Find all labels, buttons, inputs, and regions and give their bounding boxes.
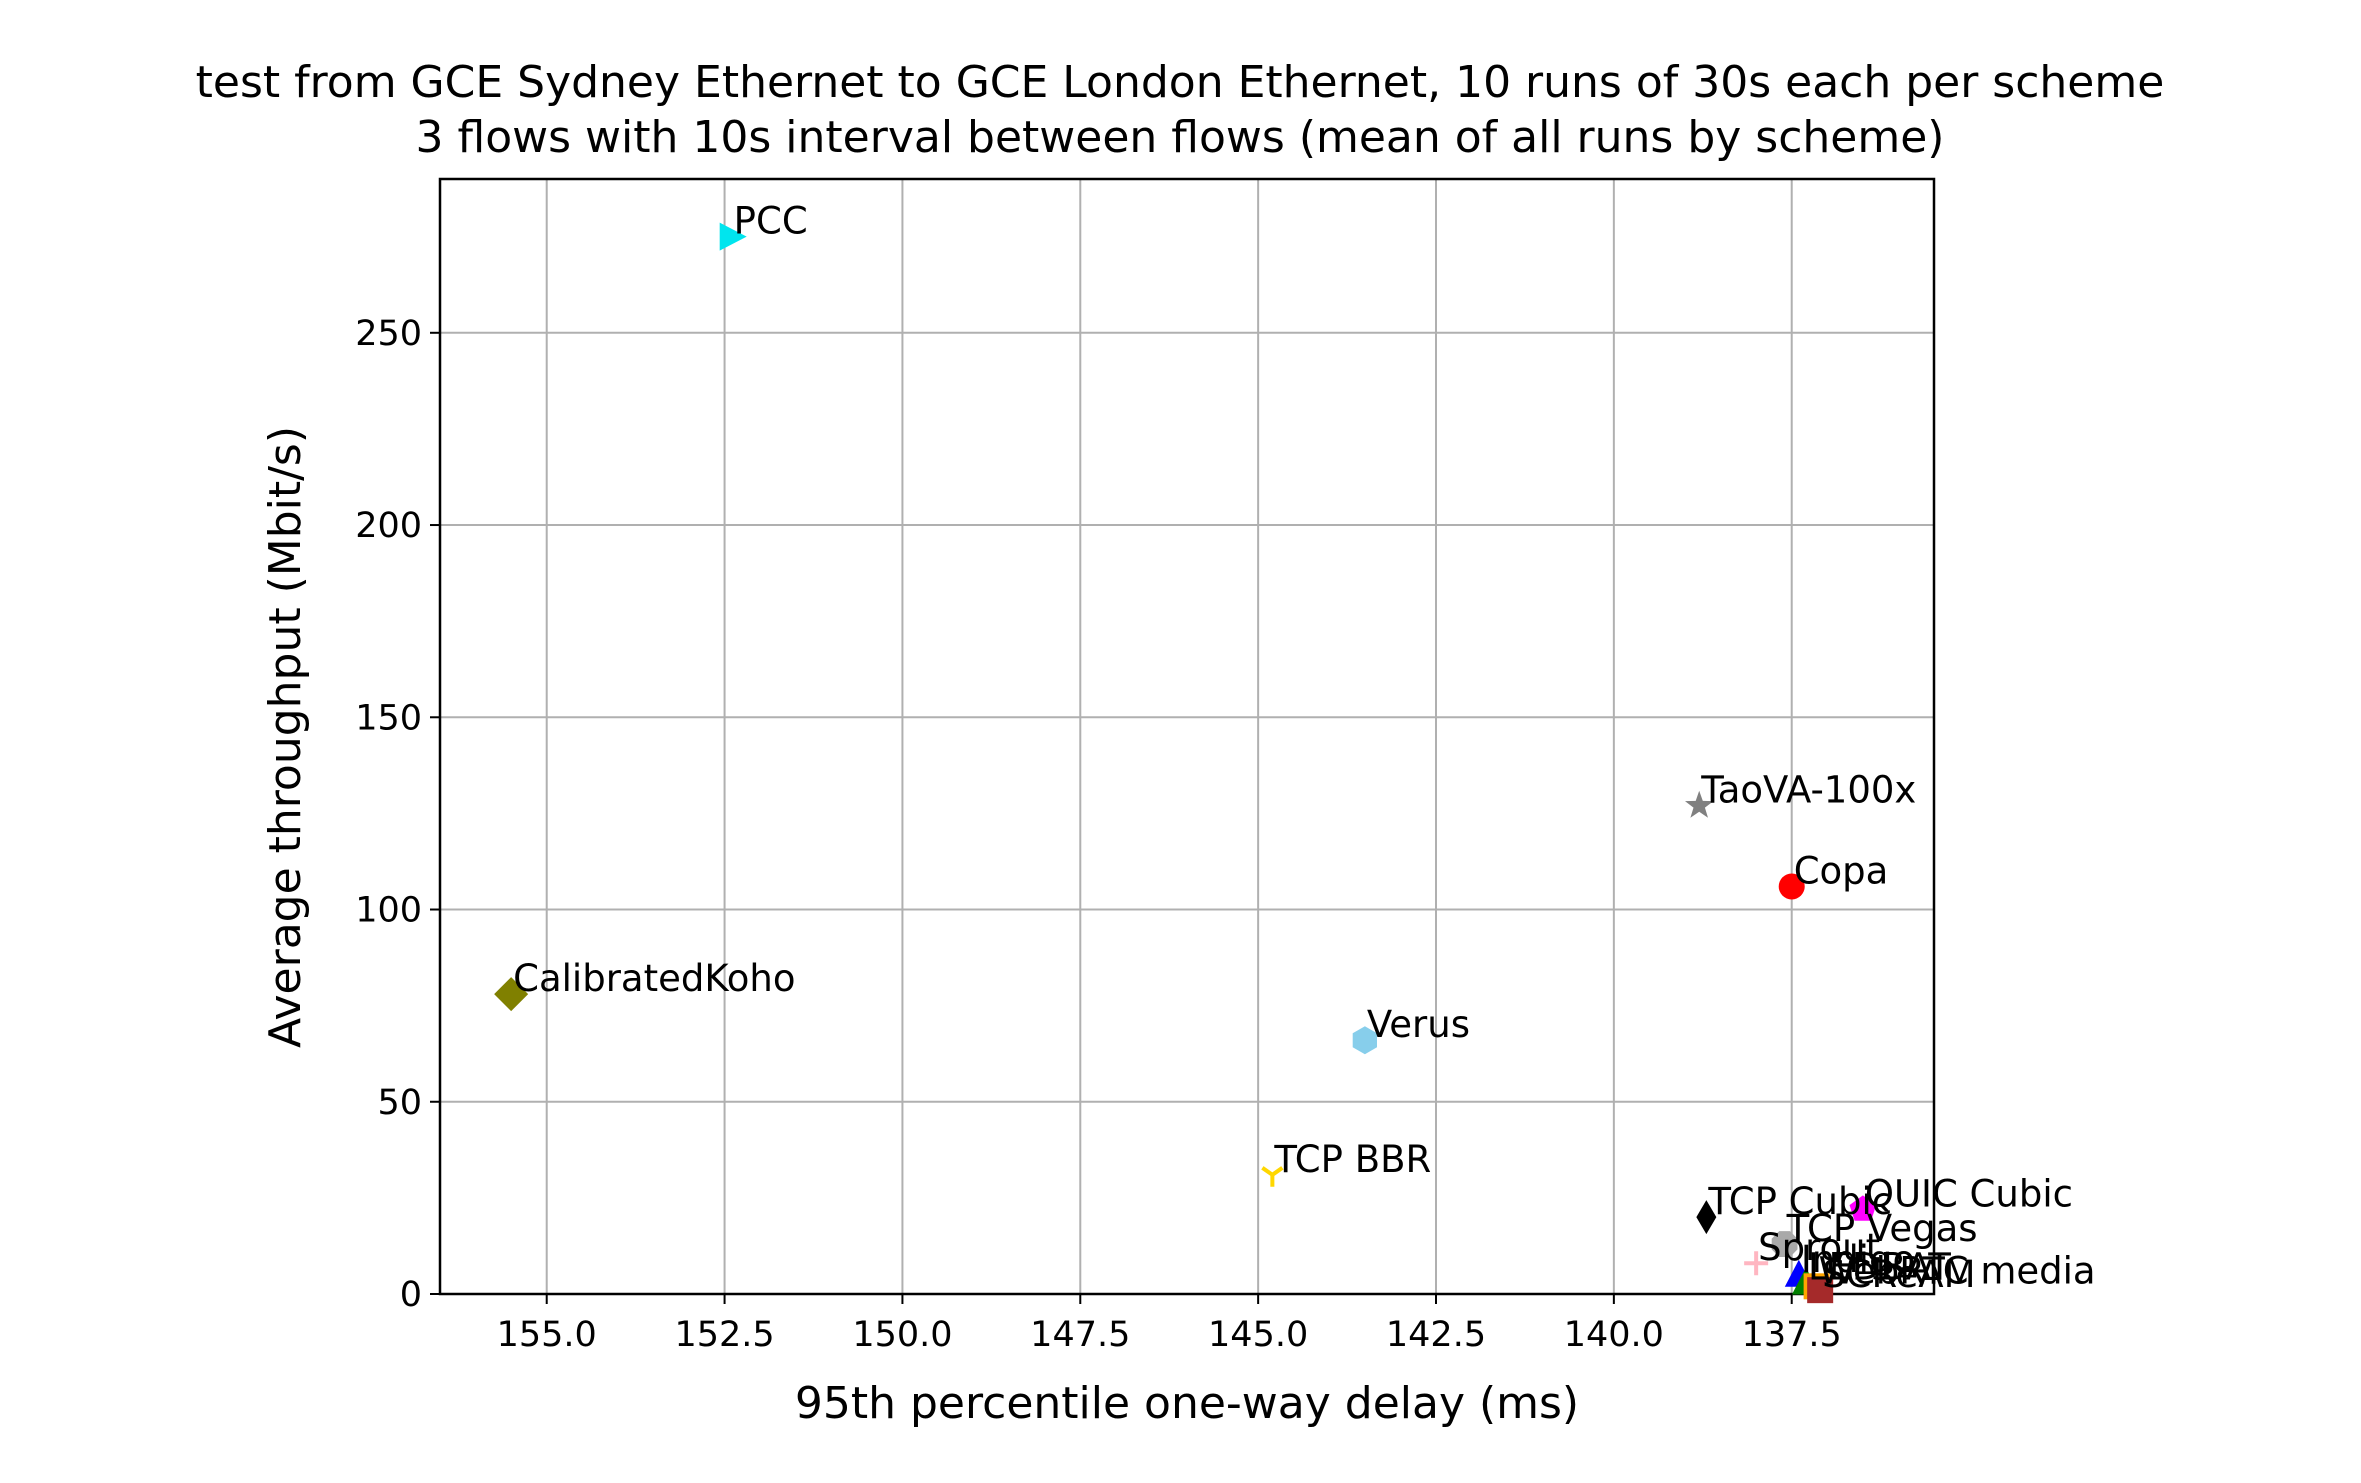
marker-scream [1807,1277,1834,1304]
y-tick-label: 0 [400,1275,422,1315]
marker-tcp-vegas [1771,1231,1798,1257]
point-label-quic-cubic: QUIC Cubic [1865,1172,2073,1215]
point-label-webrtc-media: WebRTC media [1819,1249,2096,1292]
x-tick-label: 145.0 [1208,1315,1308,1355]
point-label-pcc: PCC [734,200,808,243]
x-tick-label: 147.5 [1030,1315,1130,1355]
x-tick-label: 152.5 [674,1315,774,1355]
marker-taova-100x [1685,790,1714,818]
point-label-scream: SCReAM [1822,1253,1975,1296]
y-tick-label: 100 [355,891,422,931]
point-label-tcp-bbr: TCP BBR [1273,1138,1431,1181]
point-label-tcp-vegas: TCP Vegas [1786,1207,1978,1250]
y-tick-label: 50 [377,1083,422,1123]
marker-copa [1778,873,1805,900]
x-tick-label: 142.5 [1386,1315,1486,1355]
marker-verus [1352,1026,1377,1055]
data-markers [494,222,1877,1304]
point-label-ledbat: LEDBAT [1808,1245,1951,1288]
point-label-copa: Copa [1794,849,1889,892]
point-label-taova-100x: TaoVA-100x [1700,769,1916,812]
marker-calibratedkoho [494,977,529,1012]
marker-quic-cubic [1849,1195,1877,1221]
marker-tcp-bbr [1261,1166,1284,1187]
chart-subtitle: 3 flows with 10s interval between flows … [416,112,1945,163]
point-labels: PCC TaoVA-100x Copa CalibratedKoho Verus TCP … [513,200,2095,1296]
chart-title: test from GCE Sydney Ethernet to GCE Lon… [196,57,2165,108]
point-label-sprout: Sprout [1758,1226,1880,1269]
x-tick-label: 137.5 [1742,1315,1842,1355]
marker-tcp-cubic [1696,1200,1717,1235]
y-tick-label: 150 [355,698,422,738]
marker-sprout [1744,1251,1769,1276]
x-tick-label: 155.0 [497,1315,597,1355]
point-label-verus: Verus [1367,1003,1470,1046]
point-label-tcp-cubic: TCP Cubic [1707,1180,1892,1223]
x-tick-label: 140.0 [1564,1315,1664,1355]
x-tick-label: 150.0 [852,1315,952,1355]
axis-ticks: 155.0 152.5 150.0 147.5 145.0 142.5 140.0 137.5… [355,314,1842,1355]
x-axis-label: 95th percentile one-way delay (ms) [795,1378,1579,1429]
y-axis-label: Average throughput (Mbit/s) [260,426,311,1048]
plot-area-frame [438,177,1936,1296]
y-tick-label: 250 [355,314,422,354]
point-label-indigo: Indigo [1801,1238,1915,1281]
point-label-calibratedkoho: CalibratedKoho [513,957,795,1000]
marker-pcc [719,222,747,251]
y-tick-label: 200 [355,506,422,546]
